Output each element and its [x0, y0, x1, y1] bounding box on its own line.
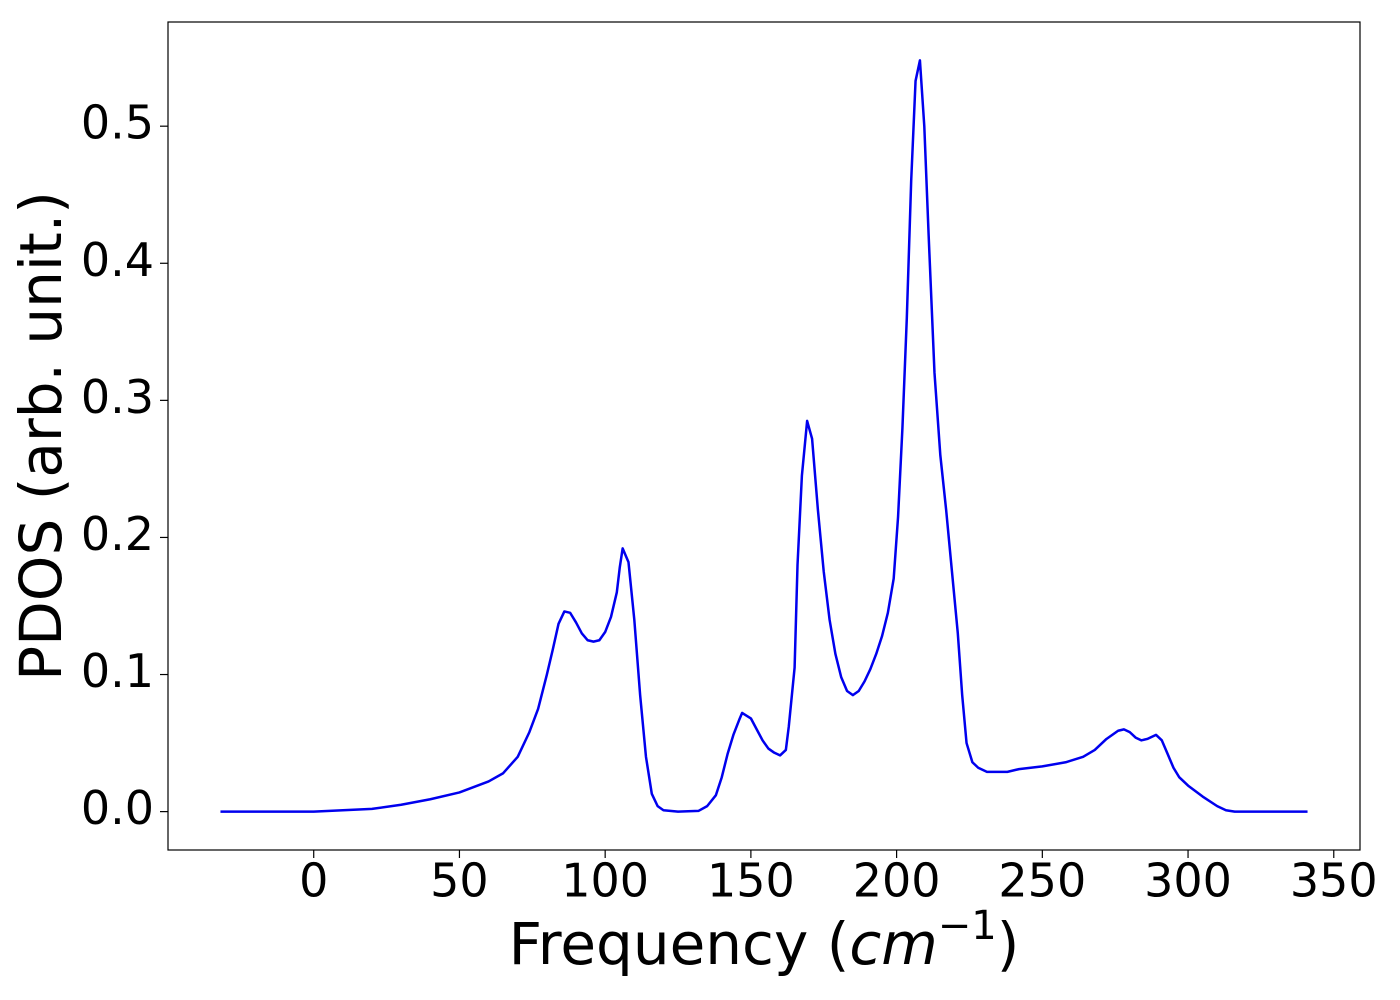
- x-tick-label: 100: [561, 854, 649, 908]
- plot-frame: [167, 21, 1361, 851]
- x-tick-label: 150: [707, 854, 795, 908]
- x-axis-label: Frequency (cm−1): [509, 903, 1020, 978]
- x-tick-label: 50: [430, 854, 489, 908]
- x-label-part: Frequency (: [509, 910, 850, 978]
- x-tick-label: 200: [853, 854, 941, 908]
- x-tick-label: 250: [998, 854, 1086, 908]
- y-tick-label: 0.3: [81, 370, 154, 424]
- y-tick-label: 0.2: [81, 507, 154, 561]
- x-tick-label: 350: [1290, 854, 1378, 908]
- y-tick-label: 0.4: [81, 233, 154, 287]
- y-axis-label: PDOS (arb. unit.): [7, 191, 75, 681]
- x-label-part: cm: [849, 910, 937, 978]
- pdos-line: [220, 59, 1308, 813]
- x-label-part: ): [997, 910, 1020, 978]
- y-tick-label: 0.5: [81, 96, 154, 150]
- y-tick-label: 0.1: [81, 644, 154, 698]
- y-tick-label: 0.0: [81, 781, 154, 835]
- x-tick-label: 0: [299, 854, 328, 908]
- x-label-part: −1: [938, 903, 997, 949]
- x-tick-label: 300: [1144, 854, 1232, 908]
